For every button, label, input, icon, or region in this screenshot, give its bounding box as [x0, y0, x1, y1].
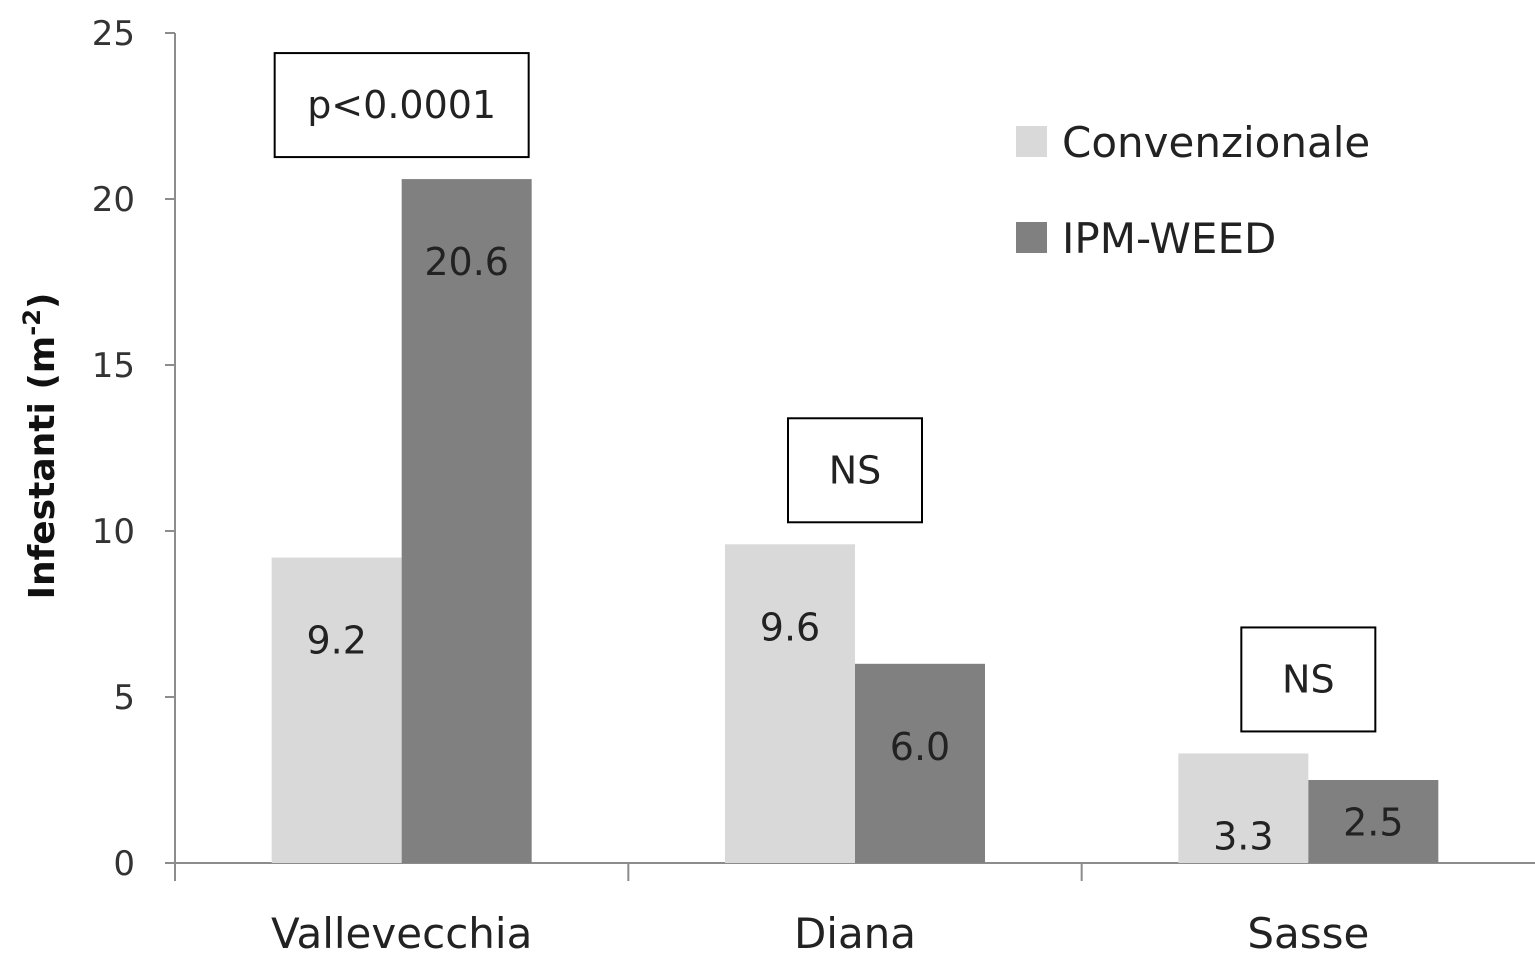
legend-swatch-ipm-weed	[1016, 222, 1047, 253]
data-label: 2.5	[1343, 801, 1403, 845]
y-axis-label-superscript: -2	[18, 309, 46, 336]
axes: 0 5 10 15 20 25 Vallevecchia Diana Sasse	[92, 14, 1535, 953]
annotation-box	[273, 52, 530, 159]
bar-ipm-weed	[855, 663, 985, 863]
legend-label: IPM-WEED	[1062, 214, 1276, 263]
y-tick-label: 5	[113, 678, 135, 718]
bar-ipm-weed	[401, 179, 532, 863]
annotation-text: NS	[829, 448, 882, 492]
y-tick-label: 25	[92, 14, 135, 54]
data-label: 3.3	[1213, 814, 1273, 858]
bar-ipm-weed	[1308, 780, 1439, 863]
data-label: 6.0	[890, 725, 950, 769]
y-tick-label: 20	[92, 180, 135, 220]
annotations: p<0.0001 NS NS	[273, 52, 1377, 733]
y-axis-label-close: )	[22, 293, 63, 309]
y-axis-label: Infestanti (m-2)	[18, 293, 63, 600]
bars: 9.2 20.6 9.6 6.0 3.3 2.5	[271, 179, 1439, 863]
svg-text:Infestanti (m-2): Infestanti (m-2)	[18, 293, 63, 600]
legend: Convenzionale IPM-WEED	[1016, 118, 1370, 263]
annotation-box	[1240, 626, 1377, 733]
annotation-box	[787, 417, 923, 524]
bar-convenzionale	[1178, 753, 1309, 863]
y-tick-label: 0	[113, 844, 135, 884]
data-label: 9.6	[760, 605, 820, 649]
x-tick-label: Vallevecchia	[271, 909, 532, 953]
data-label: 20.6	[424, 240, 509, 284]
annotation-text: NS	[1282, 657, 1335, 701]
y-tick-label: 10	[92, 512, 135, 552]
annotation-text: p<0.0001	[307, 83, 496, 127]
x-tick-label: Sasse	[1247, 909, 1369, 953]
x-tick-label: Diana	[794, 909, 916, 953]
bar-convenzionale	[271, 557, 402, 863]
bar-convenzionale	[725, 544, 855, 863]
data-label: 9.2	[306, 619, 366, 663]
legend-label: Convenzionale	[1062, 118, 1370, 167]
legend-swatch-convenzionale	[1016, 126, 1047, 157]
y-tick-label: 15	[92, 346, 135, 386]
y-axis-label-main: Infestanti (m	[22, 336, 63, 600]
